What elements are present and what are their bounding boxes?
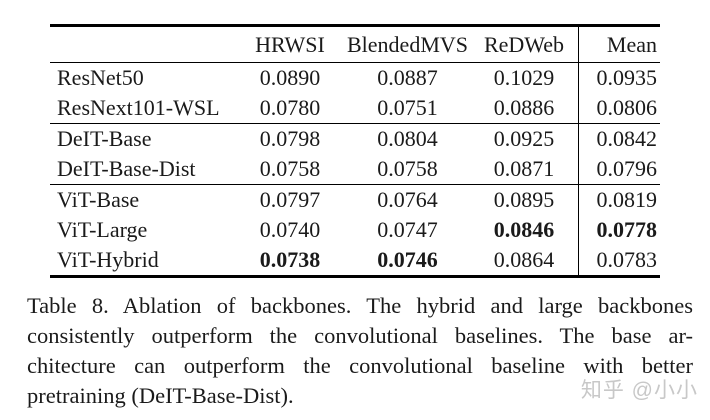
value-cell: 0.0890 (259, 65, 321, 90)
value-cell: 0.0895 (493, 187, 555, 212)
ablation-table: HRWSI BlendedMVS ReDWeb Mean ResNet50 0.0890… (50, 24, 660, 278)
column-header-mean: Mean (578, 27, 660, 62)
row-label: DeIT-Base-Dist (57, 156, 196, 181)
value-cell: 0.0797 (259, 187, 321, 212)
table-row: DeIT-Base 0.0798 0.0804 0.0925 0.0842 (50, 124, 660, 154)
value-cell: 0.0935 (578, 63, 660, 93)
value-cell: 0.0804 (377, 126, 438, 151)
value-cell: 0.0806 (578, 93, 660, 123)
table-body: ResNet50 0.0890 0.0887 0.1029 0.0935 ResNext1… (50, 63, 660, 275)
value-cell: 0.0758 (259, 156, 321, 181)
column-header-blendedmvs: BlendedMVS (347, 31, 468, 57)
value-cell: 0.0925 (493, 126, 555, 151)
value-cell: 0.0871 (493, 156, 555, 181)
value-cell: 0.0764 (377, 187, 438, 212)
table-header-row: HRWSI BlendedMVS ReDWeb Mean (50, 27, 660, 63)
table-row: ViT-Hybrid 0.0738 0.0746 0.0864 0.0783 (50, 245, 660, 275)
value-cell: 0.0846 (493, 217, 555, 242)
column-header-hrwsi: HRWSI (255, 31, 325, 57)
caption-line: consistently outperform the convolutiona… (27, 323, 693, 348)
row-label: ViT-Base (57, 187, 140, 212)
row-label: ViT-Hybrid (57, 247, 159, 272)
value-cell: 0.1029 (493, 65, 555, 90)
zhihu-watermark: 知乎 @小小 (580, 379, 698, 402)
table-group-3: ViT-Base 0.0797 0.0764 0.0895 0.0819 ViT-Larg… (50, 184, 660, 275)
value-cell: 0.0886 (493, 95, 555, 120)
value-cell: 0.0798 (259, 126, 321, 151)
value-cell: 0.0747 (377, 217, 438, 242)
value-cell: 0.0780 (259, 95, 321, 120)
column-header-redweb: ReDWeb (483, 31, 565, 57)
value-cell: 0.0864 (493, 247, 555, 272)
row-label: ViT-Large (57, 217, 148, 242)
table-row: ResNet50 0.0890 0.0887 0.1029 0.0935 (50, 63, 660, 93)
value-cell: 0.0783 (578, 245, 660, 275)
caption-line: pretraining (DeIT-Base-Dist). (27, 383, 294, 408)
table-group-2: DeIT-Base 0.0798 0.0804 0.0925 0.0842 DeIT-Ba… (50, 123, 660, 184)
header-empty-cell (50, 27, 235, 62)
row-label: DeIT-Base (57, 126, 152, 151)
value-cell: 0.0778 (578, 215, 660, 245)
value-cell: 0.0758 (377, 156, 438, 181)
caption-line: chitecture can outperform the convolutio… (27, 353, 693, 378)
table-row: ViT-Base 0.0797 0.0764 0.0895 0.0819 (50, 185, 660, 215)
caption-line: Table 8. Ablation of backbones. The hybr… (27, 293, 693, 318)
value-cell: 0.0796 (578, 154, 660, 184)
value-cell: 0.0746 (377, 247, 438, 272)
value-cell: 0.0738 (259, 247, 321, 272)
row-label: ResNet50 (57, 65, 144, 90)
table-row: ViT-Large 0.0740 0.0747 0.0846 0.0778 (50, 215, 660, 245)
value-cell: 0.0740 (259, 217, 321, 242)
row-label: ResNext101-WSL (57, 95, 220, 120)
value-cell: 0.0842 (578, 124, 660, 154)
table-group-1: ResNet50 0.0890 0.0887 0.1029 0.0935 ResNext1… (50, 63, 660, 123)
table-caption: Table 8. Ablation of backbones. The hybr… (27, 291, 693, 411)
value-cell: 0.0887 (377, 65, 438, 90)
value-cell: 0.0751 (377, 95, 438, 120)
table-row: DeIT-Base-Dist 0.0758 0.0758 0.0871 0.0796 (50, 154, 660, 184)
table-row: ResNext101-WSL 0.0780 0.0751 0.0886 0.0806 (50, 93, 660, 123)
value-cell: 0.0819 (578, 185, 660, 215)
